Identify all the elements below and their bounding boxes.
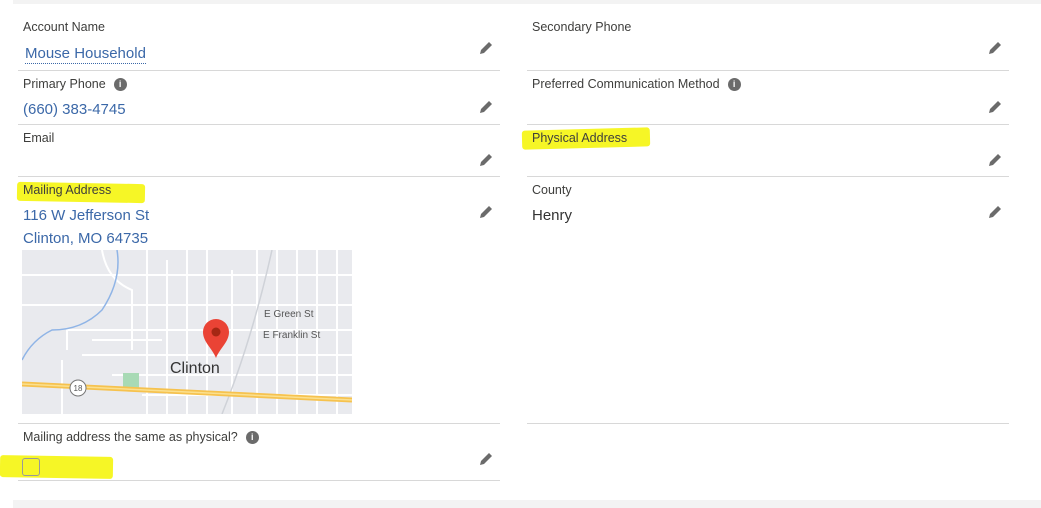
pencil-icon[interactable] <box>478 99 494 115</box>
pencil-icon[interactable] <box>478 40 494 56</box>
account-name-link[interactable]: Mouse Household <box>25 45 146 64</box>
street-label: E Green St <box>264 309 314 320</box>
field-physical-address: Physical Address <box>527 125 1009 177</box>
mailing-address-line2[interactable]: Clinton, MO 64735 <box>23 230 149 247</box>
field-secondary-phone: Secondary Phone <box>527 14 1009 71</box>
field-preferred-communication: Preferred Communication Method i <box>527 71 1009 125</box>
field-mailing-same: Mailing address the same as physical? i <box>18 424 500 481</box>
city-label: Clinton <box>170 360 220 377</box>
field-primary-phone: Primary Phone i (660) 383-4745 <box>18 71 500 125</box>
field-mailing-address: Mailing Address 116 W Jefferson St Clint… <box>18 177 500 424</box>
pencil-icon[interactable] <box>478 204 494 220</box>
field-email: Email <box>18 125 500 177</box>
label: Secondary Phone <box>532 20 632 34</box>
pencil-icon[interactable] <box>478 451 494 467</box>
pencil-icon[interactable] <box>987 204 1003 220</box>
field-county: County Henry <box>527 177 1009 424</box>
pencil-icon[interactable] <box>987 99 1003 115</box>
info-icon[interactable]: i <box>113 77 127 91</box>
mailing-same-checkbox[interactable] <box>22 458 40 476</box>
label: Account Name <box>23 20 105 34</box>
street-label: E Franklin St <box>263 330 320 341</box>
info-icon[interactable]: i <box>727 77 741 91</box>
map-thumbnail[interactable]: 18 E Green St E Franklin St Clinton <box>22 250 352 414</box>
info-icon[interactable]: i <box>245 430 259 444</box>
label: County <box>532 183 572 197</box>
primary-phone-link[interactable]: (660) 383-4745 <box>23 101 126 118</box>
label: Mailing address the same as physical? <box>23 430 238 444</box>
field-account-name: Account Name Mouse Household <box>18 14 500 71</box>
label: Mailing Address <box>23 183 112 197</box>
bottom-bar <box>13 500 1041 508</box>
route-label: 18 <box>74 384 83 393</box>
pencil-icon[interactable] <box>987 40 1003 56</box>
mailing-address-line1[interactable]: 116 W Jefferson St <box>23 207 150 224</box>
top-bar <box>13 0 1041 4</box>
label: Email <box>23 131 55 145</box>
pencil-icon[interactable] <box>987 152 1003 168</box>
county-value: Henry <box>532 207 573 224</box>
label: Primary Phone <box>23 77 106 91</box>
label: Physical Address <box>532 131 628 145</box>
label: Preferred Communication Method <box>532 77 720 91</box>
pencil-icon[interactable] <box>478 152 494 168</box>
map-marker-icon[interactable] <box>203 319 229 358</box>
